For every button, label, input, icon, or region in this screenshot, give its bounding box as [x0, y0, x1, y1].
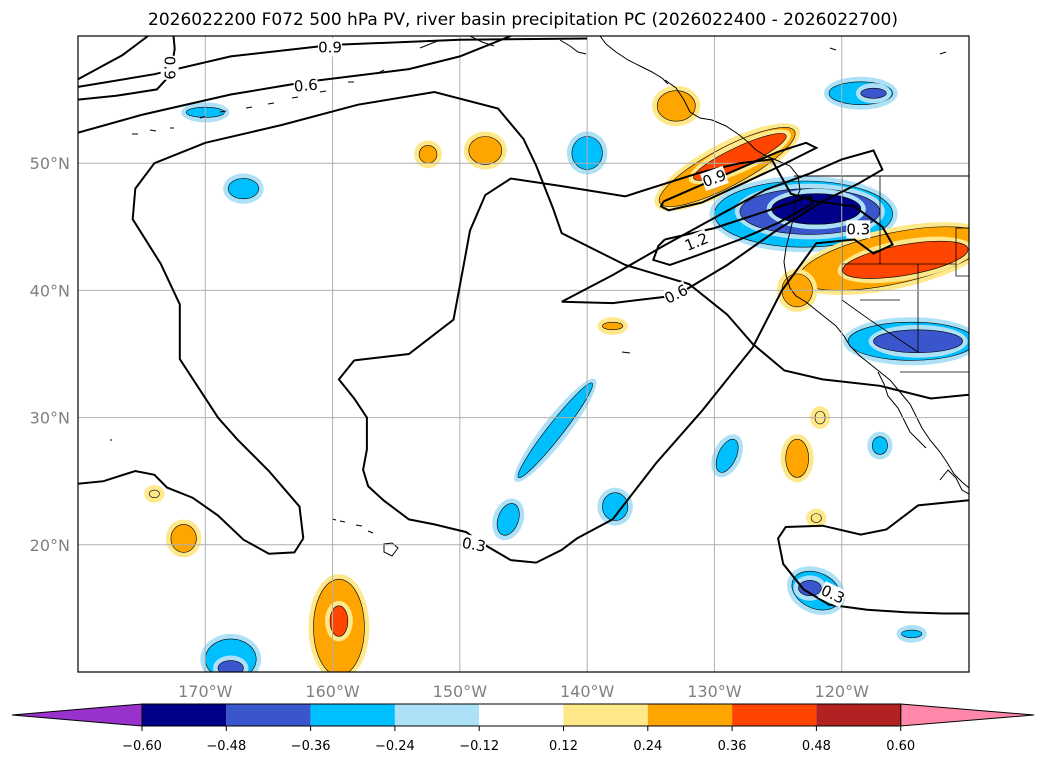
map-background	[78, 36, 969, 672]
precip-anomaly-cell	[871, 436, 888, 455]
contour-label: 0.9	[318, 38, 342, 56]
colorbar-extend-max	[900, 703, 1035, 727]
small-islands	[110, 47, 947, 441]
precip-anomaly-cell	[715, 438, 739, 473]
pv-contour-line	[337, 158, 895, 564]
colorbar-segment	[142, 704, 227, 726]
contour-label-bg	[318, 38, 343, 57]
precip-anomaly-cell	[798, 580, 822, 596]
axis-tick-labels: 170°W 160°W 150°W 140°W 130°W 120°W 20°N 30°N 40…	[30, 154, 869, 701]
colorbar-tick-label: −0.60	[122, 739, 162, 754]
colorbar-tick-label: 0.48	[802, 739, 831, 754]
pv-contour-line	[131, 90, 969, 539]
lon-tick-label: 150°W	[433, 682, 488, 701]
colorbar-frame	[141, 703, 902, 727]
pv-contour-line	[78, 469, 305, 555]
colorbar-segment	[394, 704, 480, 726]
colorbar-extend-min	[11, 703, 143, 727]
precip-anomaly-cell	[656, 90, 696, 122]
precip-anomaly-cell	[901, 629, 923, 638]
pv-contours	[78, 36, 969, 615]
precip-anomaly-cell	[217, 660, 244, 672]
contour-label: 0.3	[846, 220, 870, 238]
precip-anomaly-cell	[860, 87, 887, 99]
pv-contour-line	[652, 195, 814, 267]
contour-label: 0.6	[293, 76, 318, 96]
precip-anomaly-cell	[602, 492, 629, 521]
pv-contour-line	[561, 149, 884, 305]
coastline-north-america	[664, 79, 969, 489]
lon-tick-label: 130°W	[687, 682, 742, 701]
coastline-mexico-south	[939, 469, 969, 495]
precip-anomaly-cell	[842, 240, 969, 279]
contour-label-bg	[846, 220, 871, 239]
lat-tick-label: 30°N	[30, 409, 70, 428]
colorbar: −0.60 −0.48 −0.36 −0.24 −0.12 0.12 0.24 0.36 0.4…	[11, 703, 1035, 754]
pv-contour-line	[78, 36, 176, 101]
pv-contour-line	[78, 36, 149, 81]
precip-anomaly-cell	[810, 513, 822, 523]
colorbar-segment	[816, 704, 901, 726]
colorbar-tick-label: 0.24	[633, 739, 662, 754]
pv-contour-line	[659, 141, 819, 212]
lat-tick-label: 20°N	[30, 536, 70, 555]
contour-label-bg	[293, 75, 319, 96]
lat-tick-label: 40°N	[30, 281, 70, 300]
colorbar-tick-label: 0.36	[718, 739, 747, 754]
colorbar-segment	[647, 704, 733, 726]
lon-tick-label: 170°W	[178, 682, 233, 701]
coastline-alaska	[419, 36, 669, 85]
precip-anomaly-cell	[496, 503, 520, 536]
contour-label-bg	[700, 165, 729, 192]
precip-anomaly-cell	[148, 489, 160, 499]
contour-label-bg	[160, 55, 179, 80]
lat-tick-label: 50°N	[30, 154, 70, 173]
pv-contour-line	[777, 499, 969, 615]
contour-label-bg	[682, 229, 712, 255]
precip-anomaly-cell	[227, 178, 260, 200]
precip-anomaly-cell	[329, 605, 349, 637]
aleutian-islands	[132, 69, 385, 135]
colorbar-segment	[226, 704, 311, 726]
contour-label-bg	[460, 533, 488, 556]
colorbar-tick-label: 0.60	[886, 739, 915, 754]
colorbar-segment	[563, 704, 648, 726]
colorbar-segment	[732, 704, 817, 726]
precip-anomaly-cell	[602, 321, 624, 331]
pv-contour-line	[78, 37, 588, 88]
lon-tick-label: 140°W	[560, 682, 615, 701]
colorbar-tick-label: −0.36	[291, 739, 331, 754]
hawaiian-islands	[331, 518, 399, 557]
precip-anomaly-cell	[170, 524, 197, 553]
precip-anomaly-cell	[785, 438, 809, 478]
contour-label-bg	[661, 280, 692, 308]
colorbar-segment	[479, 704, 564, 726]
colorbar-tick-label: −0.12	[459, 739, 499, 754]
map-frame	[77, 35, 970, 673]
lon-tick-label: 160°W	[305, 682, 360, 701]
colorbar-tick-label: 0.12	[549, 739, 578, 754]
colorbar-segment	[310, 704, 395, 726]
contour-label-bg	[818, 581, 848, 608]
contour-label: 0.3	[461, 534, 488, 556]
contour-label: 0.9	[161, 56, 179, 80]
chart-title: 2026022200 F072 500 hPa PV, river basin …	[148, 10, 898, 30]
colorbar-tick-label: −0.24	[375, 739, 415, 754]
precip-anomaly-cell	[418, 145, 438, 164]
precip-anomaly-cell	[468, 136, 503, 165]
lon-tick-label: 120°W	[815, 682, 870, 701]
us-state-borders	[841, 176, 969, 373]
colorbar-tick-label: −0.48	[206, 739, 246, 754]
precip-anomaly-cell	[517, 382, 593, 478]
